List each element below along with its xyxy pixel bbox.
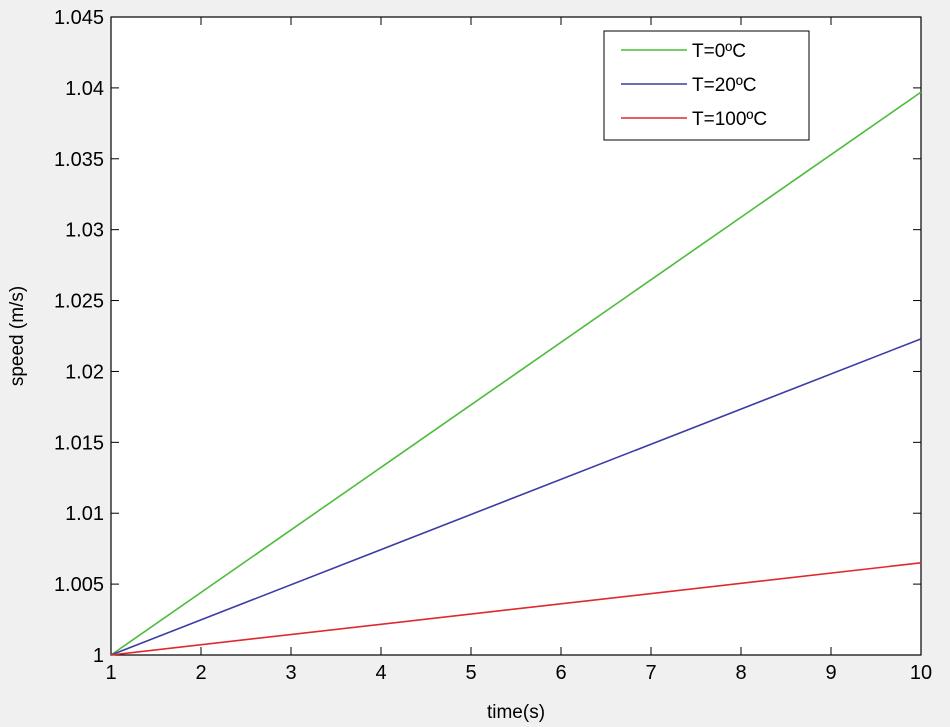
- x-tick-label: 9: [825, 662, 836, 684]
- series-line: [110, 338, 922, 656]
- y-tick-label: 1.035: [54, 149, 104, 171]
- y-tick-label: 1.005: [54, 574, 104, 596]
- x-tick-label: 6: [555, 662, 566, 684]
- series-lines: [110, 91, 922, 656]
- legend-label: T=0ºC: [692, 41, 746, 62]
- x-tick-label: 8: [735, 662, 746, 684]
- y-tick-label: 1.04: [65, 78, 104, 100]
- y-tick-label: 1.015: [54, 432, 104, 454]
- legend: T=0ºC T=20ºC T=100ºC: [603, 30, 810, 141]
- y-tick-label: 1.025: [54, 291, 104, 313]
- x-tick-label: 1: [105, 662, 116, 684]
- x-tick-label: 3: [285, 662, 296, 684]
- y-tick-label: 1.02: [65, 361, 104, 383]
- y-tick-label: 1: [93, 645, 104, 667]
- series-line: [110, 91, 922, 656]
- x-tick-label: 7: [645, 662, 656, 684]
- y-tick-label: 1.03: [65, 220, 104, 242]
- legend-label: T=100ºC: [692, 109, 767, 130]
- x-tick-label: 10: [910, 662, 932, 684]
- legend-box: [603, 30, 810, 141]
- x-tick-label: 4: [375, 662, 386, 684]
- axis-tick-labels: 1 2 3 4 5 6 7 8 9 10 1 1.005 1.01 1.015 1.02 1.025 1.03 1…: [54, 7, 932, 684]
- y-tick-label: 1.045: [54, 7, 104, 29]
- x-axis-label: time(s): [487, 702, 545, 723]
- series-line: [110, 562, 922, 656]
- y-axis-label: speed (m/s): [7, 286, 28, 386]
- legend-label: T=20ºC: [692, 75, 757, 96]
- y-tick-label: 1.01: [65, 503, 104, 525]
- x-tick-label: 5: [465, 662, 476, 684]
- x-tick-label: 2: [195, 662, 206, 684]
